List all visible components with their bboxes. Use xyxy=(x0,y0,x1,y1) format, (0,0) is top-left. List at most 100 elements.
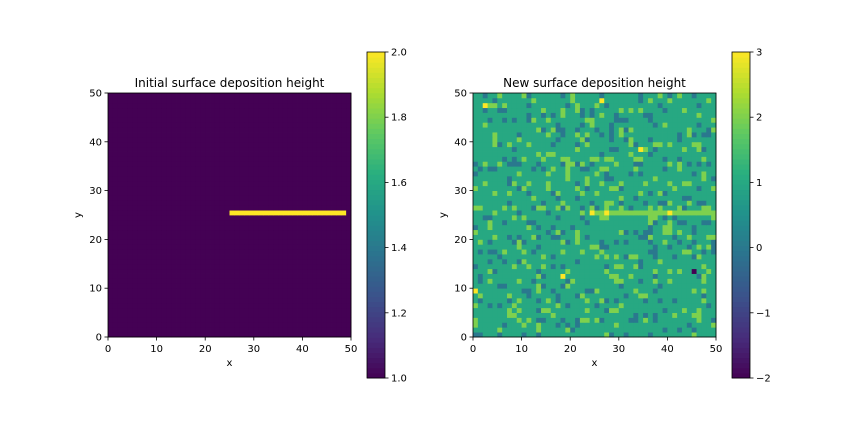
heatmap-cell xyxy=(521,136,527,143)
heatmap-cell xyxy=(282,136,289,143)
heatmap-cell xyxy=(282,122,289,128)
heatmap-cell xyxy=(195,293,201,299)
heatmap-cell xyxy=(550,297,557,304)
heatmap-cell xyxy=(638,254,644,260)
heatmap-cell xyxy=(536,136,542,143)
heatmap-cell xyxy=(541,322,547,328)
heatmap-cell xyxy=(142,117,148,123)
heatmap-cell xyxy=(628,224,634,231)
heatmap-cell xyxy=(691,283,697,289)
heatmap-cell xyxy=(643,205,649,211)
heatmap-cell xyxy=(137,156,143,162)
heatmap-cell xyxy=(244,234,250,240)
heatmap-cell xyxy=(618,166,625,172)
heatmap-cell xyxy=(672,239,678,245)
heatmap-cell xyxy=(633,107,639,113)
heatmap-cell xyxy=(268,175,274,182)
heatmap-cell xyxy=(180,190,187,196)
heatmap-cell xyxy=(521,156,527,162)
heatmap-cell xyxy=(497,263,503,270)
heatmap-cell xyxy=(550,332,557,338)
heatmap-cell xyxy=(570,171,576,177)
heatmap-cell xyxy=(691,146,697,152)
heatmap-cell xyxy=(229,215,235,221)
heatmap-cell xyxy=(545,132,552,138)
heatmap-cell xyxy=(541,249,547,255)
heatmap-cell xyxy=(244,273,250,279)
heatmap-cell xyxy=(482,283,488,289)
heatmap-cell xyxy=(589,127,595,133)
colorbar-segment xyxy=(367,240,385,247)
heatmap-cell xyxy=(691,166,697,172)
heatmap-cell xyxy=(321,249,328,255)
heatmap-cell xyxy=(511,258,518,265)
heatmap-cell xyxy=(219,239,226,245)
heatmap-cell xyxy=(696,136,702,143)
heatmap-cell xyxy=(326,190,332,196)
heatmap-cell xyxy=(292,288,298,294)
heatmap-cell xyxy=(584,288,591,294)
heatmap-cell xyxy=(282,200,289,206)
heatmap-cell xyxy=(657,249,663,255)
heatmap-cell xyxy=(268,312,274,318)
heatmap-cell xyxy=(647,171,654,177)
heatmap-cell xyxy=(604,307,610,313)
heatmap-cell xyxy=(701,283,707,289)
heatmap-cell xyxy=(521,244,527,250)
heatmap-cell xyxy=(696,190,702,196)
heatmap-cell xyxy=(594,127,600,133)
y-tick-label: 10 xyxy=(89,284,102,295)
heatmap-cell xyxy=(657,268,663,274)
heatmap-cell xyxy=(341,141,347,148)
colorbar-segment xyxy=(367,286,385,292)
heatmap-cell xyxy=(487,180,493,187)
heatmap-cell xyxy=(502,273,508,279)
heatmap-cell xyxy=(584,141,591,148)
heatmap-cell xyxy=(643,180,649,187)
heatmap-cell xyxy=(346,307,352,313)
heatmap-cell xyxy=(550,117,557,123)
heatmap-cell xyxy=(711,175,717,182)
heatmap-cell xyxy=(161,283,167,289)
heatmap-cell xyxy=(477,322,484,328)
heatmap-cell xyxy=(696,229,702,235)
heatmap-cell xyxy=(248,307,255,313)
heatmap-cell xyxy=(258,312,264,318)
heatmap-cell xyxy=(112,288,119,294)
heatmap-cell xyxy=(492,190,498,196)
heatmap-cell xyxy=(341,239,347,245)
heatmap-cell xyxy=(609,210,615,216)
heatmap-cell xyxy=(633,244,639,250)
heatmap-cell xyxy=(657,185,663,191)
heatmap-cell xyxy=(686,293,693,299)
heatmap-cell xyxy=(156,273,162,279)
heatmap-cell xyxy=(516,327,522,333)
heatmap-cell xyxy=(584,151,591,157)
heatmap-cell xyxy=(565,234,571,240)
heatmap-cell xyxy=(229,151,235,157)
heatmap-cell xyxy=(229,307,235,313)
heatmap-cell xyxy=(599,283,605,289)
heatmap-cell xyxy=(248,283,255,289)
heatmap-cell xyxy=(326,288,332,294)
heatmap-cell xyxy=(229,332,235,338)
heatmap-cell xyxy=(706,156,712,162)
heatmap-cell xyxy=(321,283,328,289)
heatmap-cell xyxy=(579,161,586,167)
heatmap-cell xyxy=(214,171,221,177)
heatmap-cell xyxy=(176,278,182,284)
heatmap-cell xyxy=(677,293,683,299)
heatmap-cell xyxy=(628,112,634,118)
heatmap-cell xyxy=(176,273,182,279)
heatmap-cell xyxy=(681,180,688,187)
heatmap-cell xyxy=(205,297,211,304)
heatmap-cell xyxy=(234,175,240,182)
heatmap-cell xyxy=(122,93,128,99)
heatmap-cell xyxy=(297,249,303,255)
heatmap-cell xyxy=(477,254,484,260)
heatmap-cell xyxy=(302,151,308,157)
heatmap-cell xyxy=(555,210,561,216)
heatmap-cell xyxy=(545,322,552,328)
heatmap-cell xyxy=(497,136,503,143)
colorbar-segment xyxy=(367,174,385,180)
